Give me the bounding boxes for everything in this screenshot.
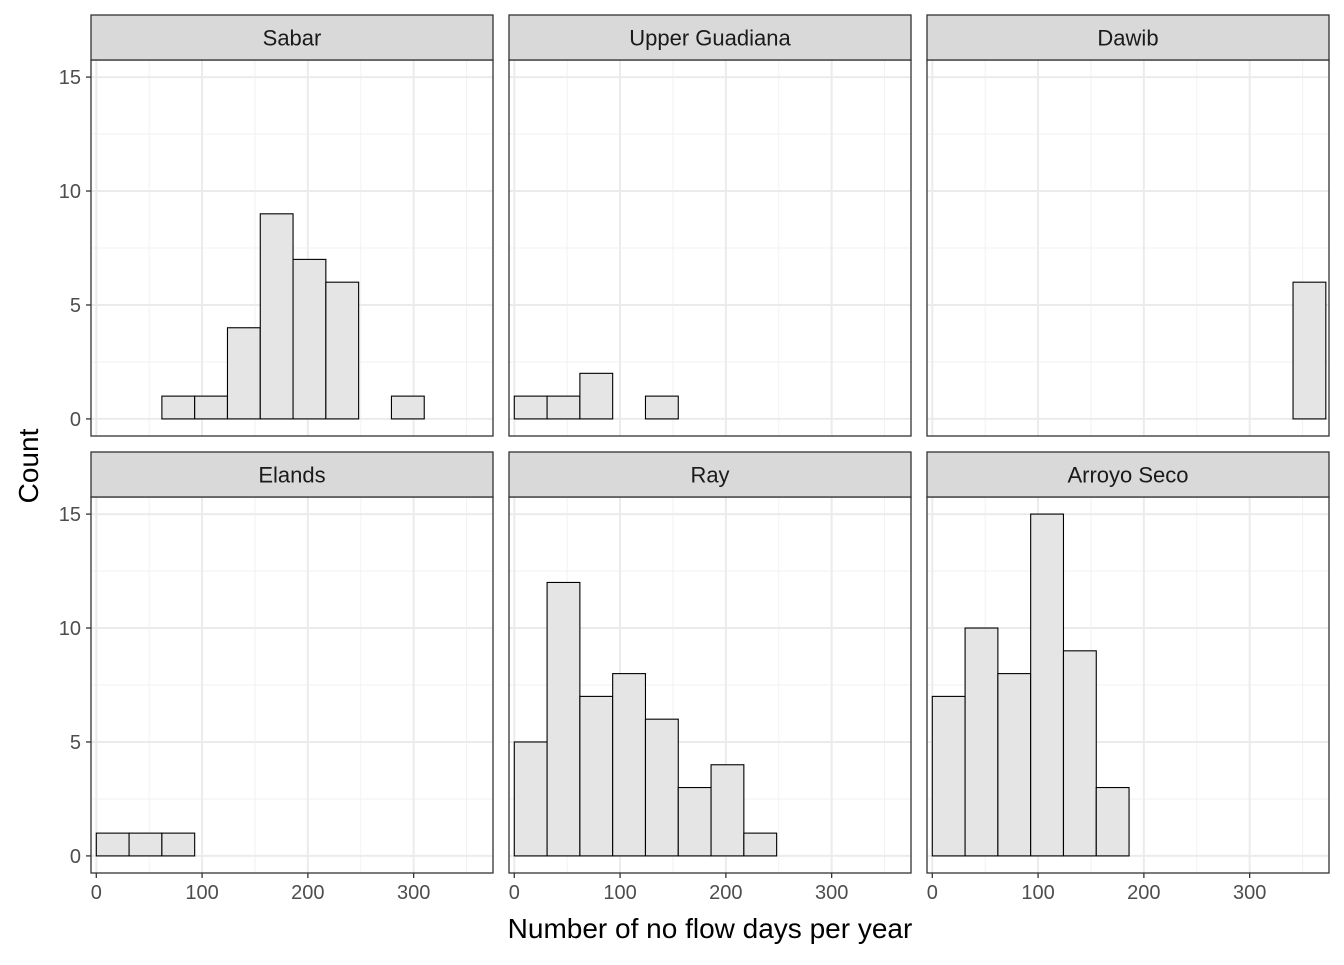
facet-strip-label: Ray [690,463,729,488]
histogram-bar [513,741,548,857]
histogram-bar [710,764,745,857]
facet-panel: Ray 0 100 200 300 [508,451,912,904]
facet-panel: Dawib [926,14,1330,437]
histogram-bar [1062,650,1097,857]
y-tick-label: 0 [70,409,81,431]
histogram-bar [390,395,425,420]
x-tick-label: 300 [1233,882,1266,904]
x-tick-label: 200 [1127,882,1160,904]
facet-panel: Sabar 0 5 10 15 [59,14,494,437]
histogram-bar [292,258,327,420]
x-tick-label: 300 [397,882,430,904]
x-tick-label: 200 [291,882,324,904]
histogram-bar [95,832,130,857]
facet-panel: Upper Guadiana [508,14,912,437]
facet-panel: Arroyo Seco 0 100 200 300 [926,451,1330,904]
facet-strip-label: Elands [258,463,325,488]
histogram-bar [997,673,1032,857]
facet-strip [90,451,494,498]
histogram-bar [677,786,712,857]
y-tick-label: 10 [59,618,81,640]
histogram-bar [259,213,294,420]
histogram-bar [226,327,261,420]
x-tick-label: 100 [185,882,218,904]
histogram-bar [546,395,581,420]
facet-strip [508,14,912,61]
panels-layer: Sabar 0 5 10 15 Upper Guadiana Dawib Elands 0 5 10… [59,14,1330,904]
histogram-bar [931,695,966,857]
facet-strip-label: Arroyo Seco [1067,463,1188,488]
histogram-bar [161,832,196,857]
y-tick-label: 5 [70,732,81,754]
facet-strip [90,14,494,61]
histogram-bar [128,832,163,857]
y-tick-label: 0 [70,846,81,868]
facet-strip [926,14,1330,61]
histogram-bar [546,581,581,857]
facet-strip-label: Dawib [1097,26,1158,51]
x-tick-label: 100 [1021,882,1054,904]
histogram-bar [1030,513,1065,857]
histogram-bar [513,395,548,420]
y-tick-label: 5 [70,295,81,317]
histogram-bar [1095,786,1130,857]
x-tick-label: 0 [927,882,938,904]
y-tick-label: 10 [59,181,81,203]
x-axis-title: Number of no flow days per year [508,913,913,944]
x-tick-label: 200 [709,882,742,904]
histogram-bar [743,832,778,857]
y-tick-label: 15 [59,67,81,89]
histogram-bar [1292,281,1327,420]
histogram-bar [612,673,647,857]
facet-strip-label: Upper Guadiana [629,26,791,51]
y-axis-title: Count [13,428,44,503]
histogram-bar [161,395,196,420]
histogram-bar [644,718,679,857]
x-tick-label: 0 [509,882,520,904]
facet-strip-label: Sabar [263,26,322,51]
histogram-bar [325,281,360,420]
histogram-bar [194,395,229,420]
facet-panel: Elands 0 5 10 15 0 100 200 300 [59,451,494,904]
histogram-bar [579,695,614,857]
y-tick-label: 15 [59,504,81,526]
facet-strip [508,451,912,498]
histogram-bar [579,372,614,420]
x-tick-label: 300 [815,882,848,904]
histogram-bar [644,395,679,420]
facet-strip [926,451,1330,498]
x-tick-label: 0 [91,882,102,904]
histogram-bar [964,627,999,857]
x-tick-label: 100 [603,882,636,904]
